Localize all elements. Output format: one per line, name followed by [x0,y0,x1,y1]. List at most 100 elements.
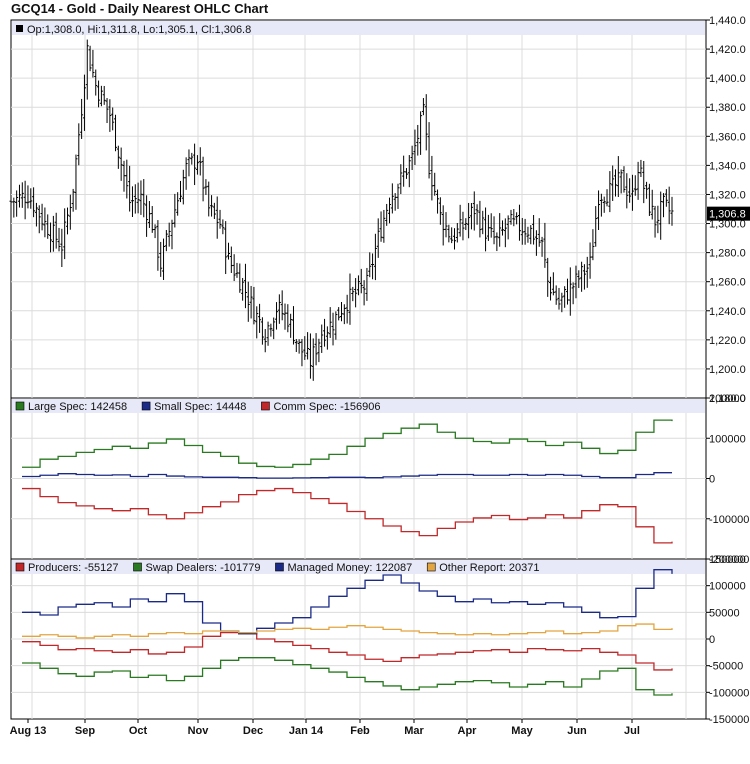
ohlc-bar [291,306,295,345]
ohlc-bar [181,169,185,205]
legend-text-comm-spec: Comm Spec: -156906 [273,401,380,413]
ohlc-bar [176,192,180,216]
ohlc-bar [591,229,595,261]
ohlc-bar [303,336,307,360]
y-tick-label: 1,180.0 [709,393,746,405]
ohlc-bar [337,307,341,321]
x-tick-label: Jul [624,725,640,737]
ohlc-bar [258,303,262,333]
ohlc-bar [51,215,55,252]
ohlc-bar [320,324,324,353]
ohlc-bar [441,205,445,246]
ohlc-bar [523,218,527,245]
ohlc-bar [554,285,558,305]
ohlc-bar [577,270,581,288]
ohlc-bar [94,69,98,96]
ohlc-bar [599,193,603,217]
ohlc-bar [193,143,197,186]
ohlc-bar [630,174,634,211]
panel-2-legend-band [12,399,705,413]
ohlc-bar [317,338,321,363]
ohlc-bar [266,321,270,346]
ohlc-bar [371,253,375,280]
ohlc-bar [376,218,380,258]
ohlc-bar [506,215,510,240]
ohlc-bar [252,286,256,325]
ohlc-bar [43,207,47,238]
ohlc-bar [421,98,425,116]
ohlc-bar [71,188,75,212]
x-tick-label: Oct [129,725,148,737]
ohlc-bar [277,294,281,324]
ohlc-bar [481,210,485,235]
legend-text-managed-money: Managed Money: 122087 [287,562,412,574]
x-tick-label: Jan 14 [289,725,324,737]
ohlc-bar [647,183,651,216]
ohlc-bar [32,187,36,218]
y-tick-label: -100000 [709,514,749,526]
series-line-comm-spec [22,487,673,544]
ohlc-bar [515,212,519,225]
ohlc-bar [388,197,392,224]
ohlc-bar [235,262,239,278]
ohlc-bar [585,256,589,288]
ohlc-bar [308,333,312,379]
ohlc-bar [484,207,488,252]
ohlc-bar [88,45,92,72]
ohlc-bar [625,173,629,209]
ohlc-bar [407,155,411,188]
ohlc-bar [150,206,154,233]
ohlc-bar [645,181,649,199]
ohlc-bar [12,197,16,218]
x-tick-label: Jun [567,725,587,737]
ohlc-bar [512,209,516,227]
ohlc-bar [9,196,13,209]
ohlc-bar [659,191,663,240]
x-tick-label: May [511,725,533,737]
ohlc-bar [340,301,343,322]
ohlc-bar [404,168,408,179]
ohlc-bar [102,85,106,105]
ohlc-bar [461,211,465,241]
ohlc-bar [229,246,233,273]
ohlc-bar [402,155,406,187]
ohlc-bar [489,213,493,238]
ohlc-bar [145,195,149,237]
ohlc-bar [509,209,513,225]
ohlc-bar [263,329,267,353]
ohlc-bar [517,204,521,241]
panel-3-legend-band [12,560,705,574]
x-tick-label: Dec [243,725,263,737]
ohlc-bar [221,219,225,235]
ohlc-bar [164,229,168,252]
series-line-managed-money [22,569,673,635]
ohlc-bar [427,122,431,179]
ohlc-bar [557,287,561,310]
legend-text-producers: Producers: -55127 [28,562,119,574]
ohlc-bar [622,166,626,193]
ohlc-bar [99,85,103,107]
ohlc-bar [348,273,352,325]
chart-title: GCQ14 - Gold - Daily Nearest OHLC Chart [11,1,269,16]
ohlc-bar [520,217,524,245]
ohlc-bar [159,241,163,277]
ohlc-bar [82,74,86,131]
ohlc-bar [492,216,496,245]
ohlc-bar [334,311,338,340]
ohlc-bar [467,202,471,239]
ohlc-bar [650,189,654,220]
ohlc-bar [365,267,369,301]
ohlc-bar [212,202,216,219]
y-tick-label: 1,240.0 [709,306,746,318]
ohlc-bar [495,232,499,252]
ohlc-bar [136,182,140,214]
ohlc-bar [119,147,123,181]
ohlc-bar [204,179,208,195]
ohlc-bar [342,304,346,325]
ohlc-bar [15,190,19,217]
y-tick-label: 1,400.0 [709,73,746,85]
ohlc-bar [413,129,417,165]
ohlc-bar [246,281,250,322]
y-tick-label: 100000 [709,433,746,445]
